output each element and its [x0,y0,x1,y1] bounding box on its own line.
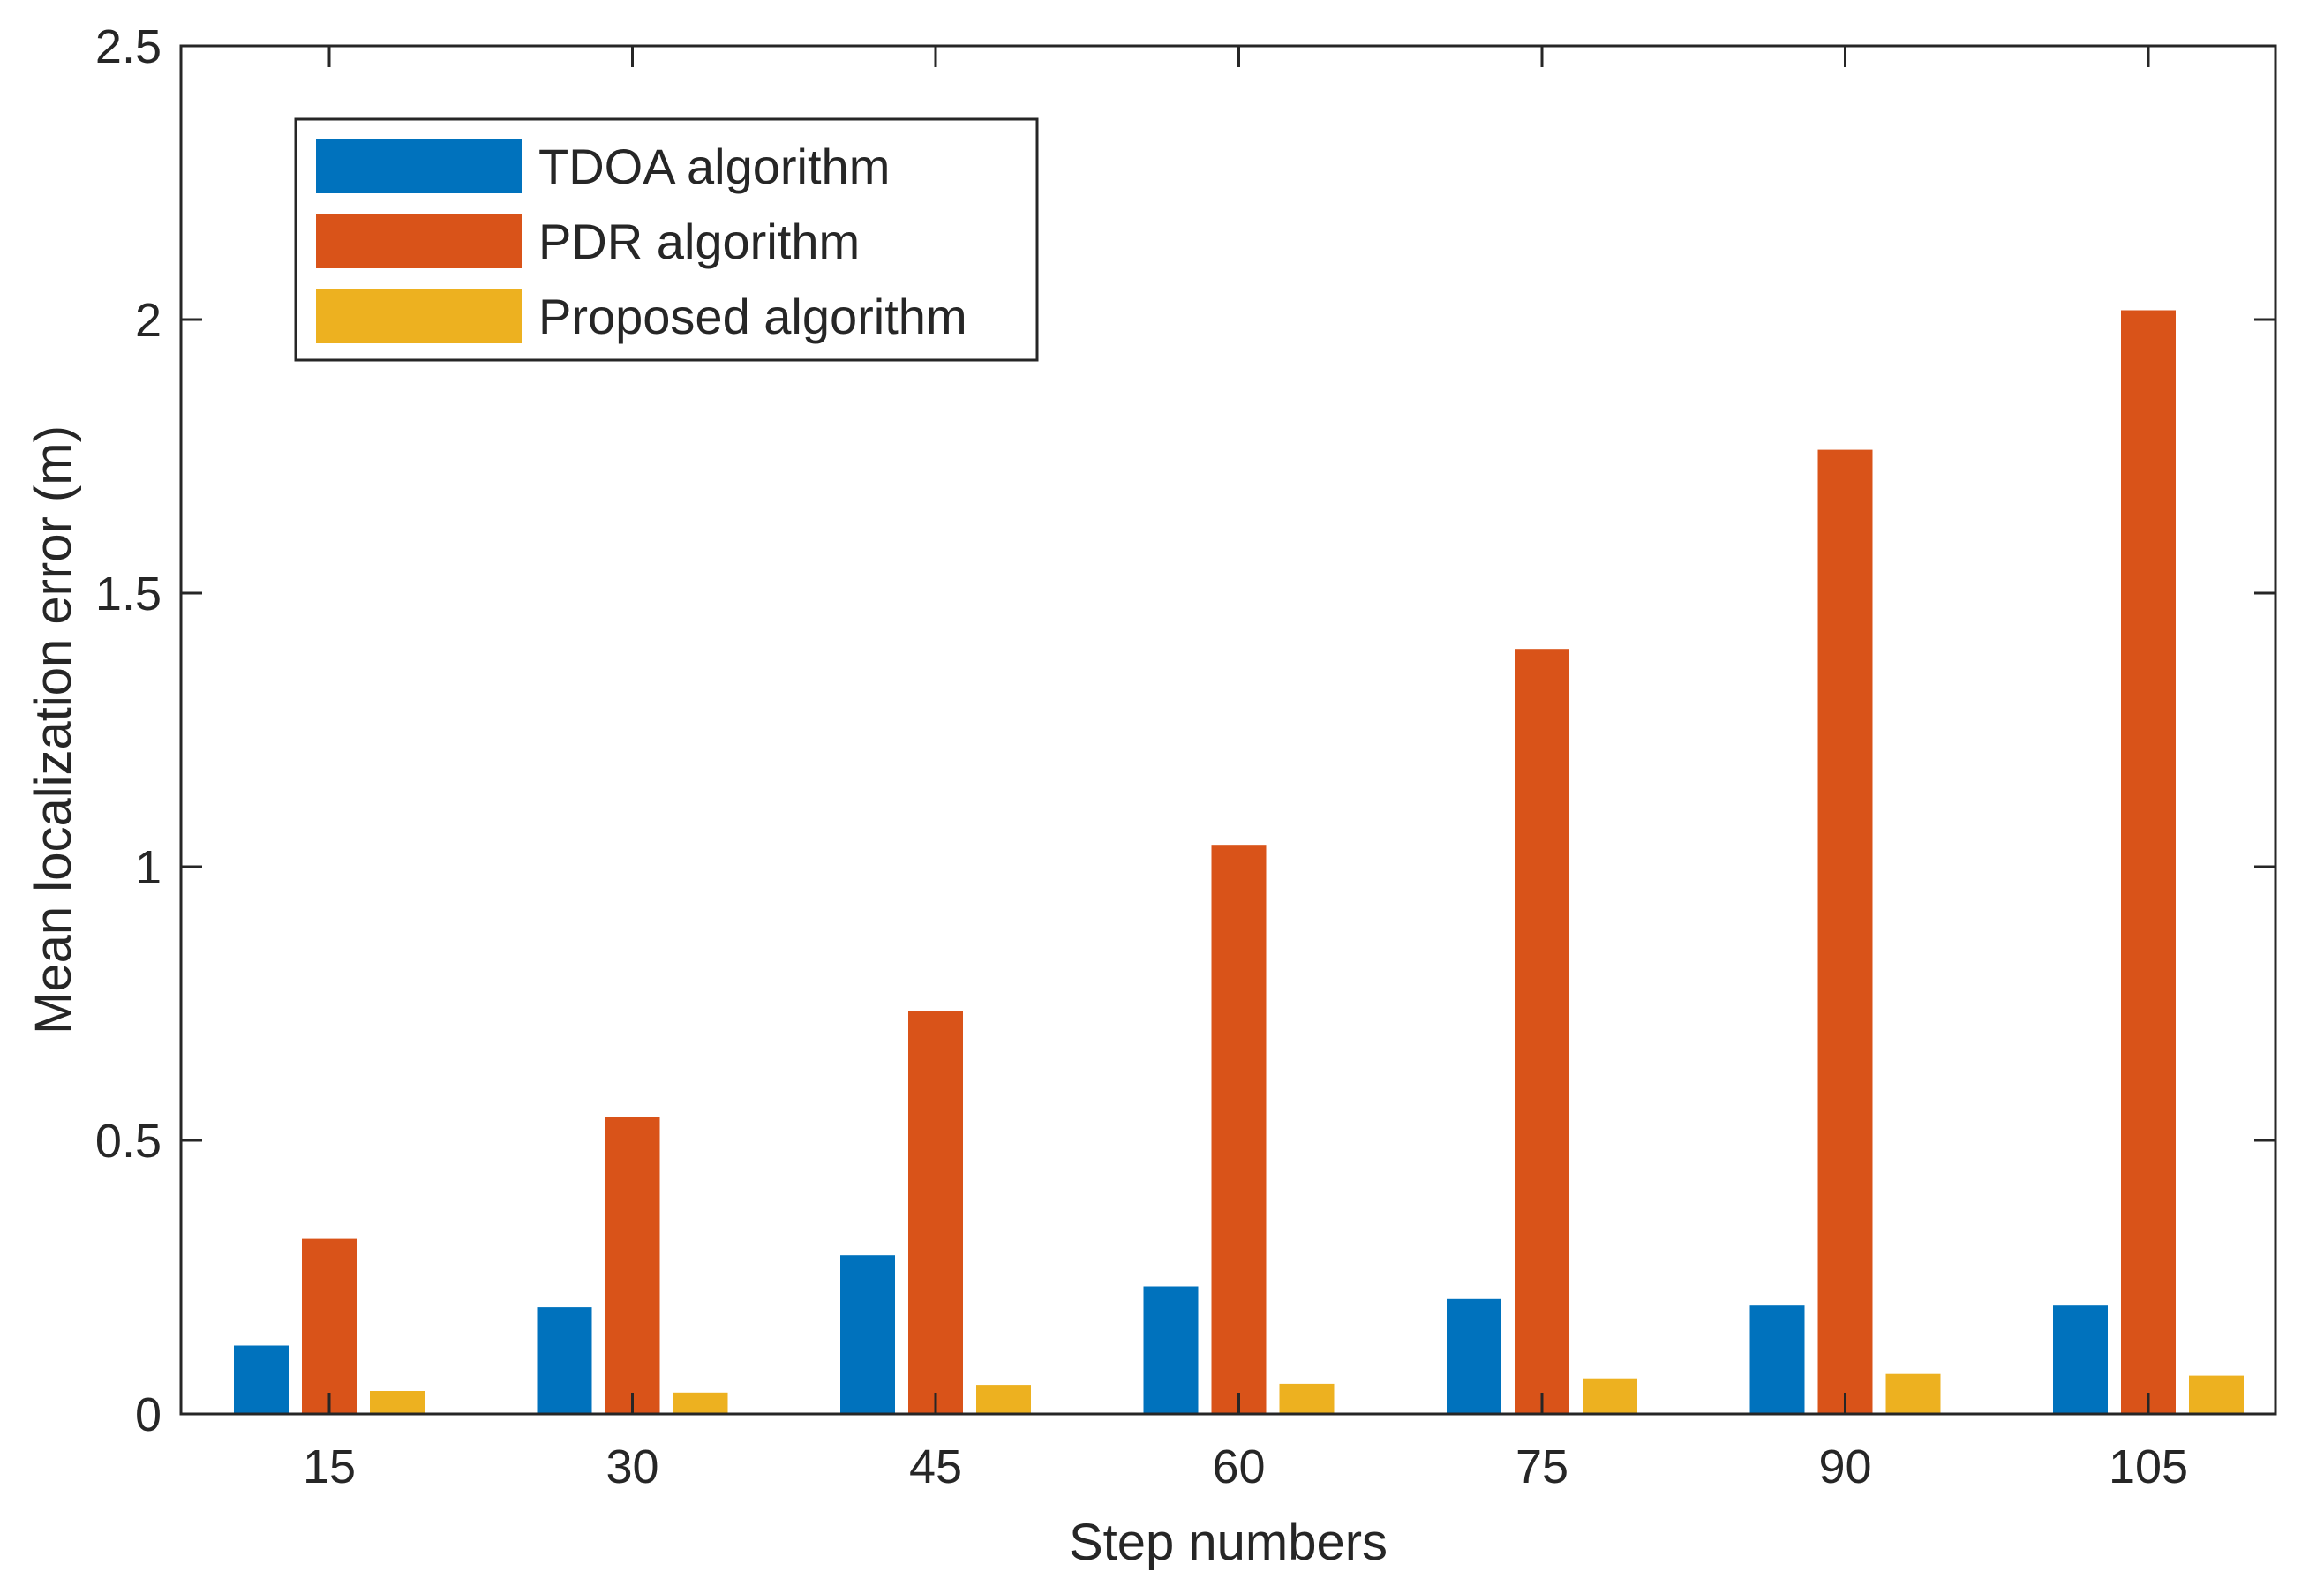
legend-swatch-tdoa [316,139,522,193]
bar-tdoa-45 [840,1255,895,1414]
legend-label-tdoa: TDOA algorithm [538,139,890,194]
bar-pdr-15 [302,1238,357,1414]
bar-tdoa-75 [1447,1298,1501,1414]
bar-pdr-30 [605,1117,660,1414]
bar-tdoa-30 [537,1307,592,1414]
bar-tdoa-15 [234,1345,289,1414]
x-tick-label: 30 [605,1440,658,1493]
bar-tdoa-105 [2053,1305,2108,1414]
x-tick-label: 105 [2109,1440,2188,1493]
y-tick-label: 2.5 [95,20,162,73]
x-axis-title: Step numbers [1069,1514,1388,1571]
bar-proposed-60 [1279,1383,1335,1414]
bar-tdoa-60 [1143,1286,1199,1414]
legend: TDOA algorithm PDR algorithm Proposed al… [294,117,1039,362]
bar-proposed-45 [976,1385,1031,1414]
y-axis-title: Mean localization error (m) [25,425,82,1034]
legend-label-pdr: PDR algorithm [538,214,860,269]
bar-proposed-30 [673,1392,728,1414]
bar-proposed-15 [370,1391,425,1414]
bar-pdr-75 [1515,649,1569,1414]
legend-label-proposed: Proposed algorithm [538,289,967,344]
y-tick-label: 0 [135,1388,162,1441]
y-tick-label: 1 [135,841,162,894]
bar-proposed-75 [1583,1378,1637,1414]
legend-swatch-proposed [316,289,522,343]
x-tick-label: 75 [1515,1440,1568,1493]
bar-proposed-90 [1885,1373,1941,1414]
axis-ticks: 0 0.5 1 1.5 2 2.5 15 30 45 60 75 90 105 [95,20,2275,1493]
bars-layer [234,310,2244,1415]
bar-proposed-105 [2189,1375,2244,1414]
x-tick-label: 15 [303,1440,356,1493]
bar-pdr-90 [1817,449,1873,1415]
y-tick-label: 2 [135,294,162,347]
plot-area-frame [179,44,2277,1416]
bar-tdoa-90 [1749,1305,1805,1414]
bar-pdr-105 [2121,310,2176,1414]
bar-pdr-45 [908,1011,963,1414]
y-tick-label: 1.5 [95,568,162,620]
x-tick-label: 60 [1212,1440,1265,1493]
x-tick-label: 90 [1818,1440,1871,1493]
bar-pdr-60 [1211,845,1267,1414]
y-tick-label: 0.5 [95,1115,162,1168]
legend-swatch-pdr [316,214,522,268]
x-tick-label: 45 [909,1440,962,1493]
